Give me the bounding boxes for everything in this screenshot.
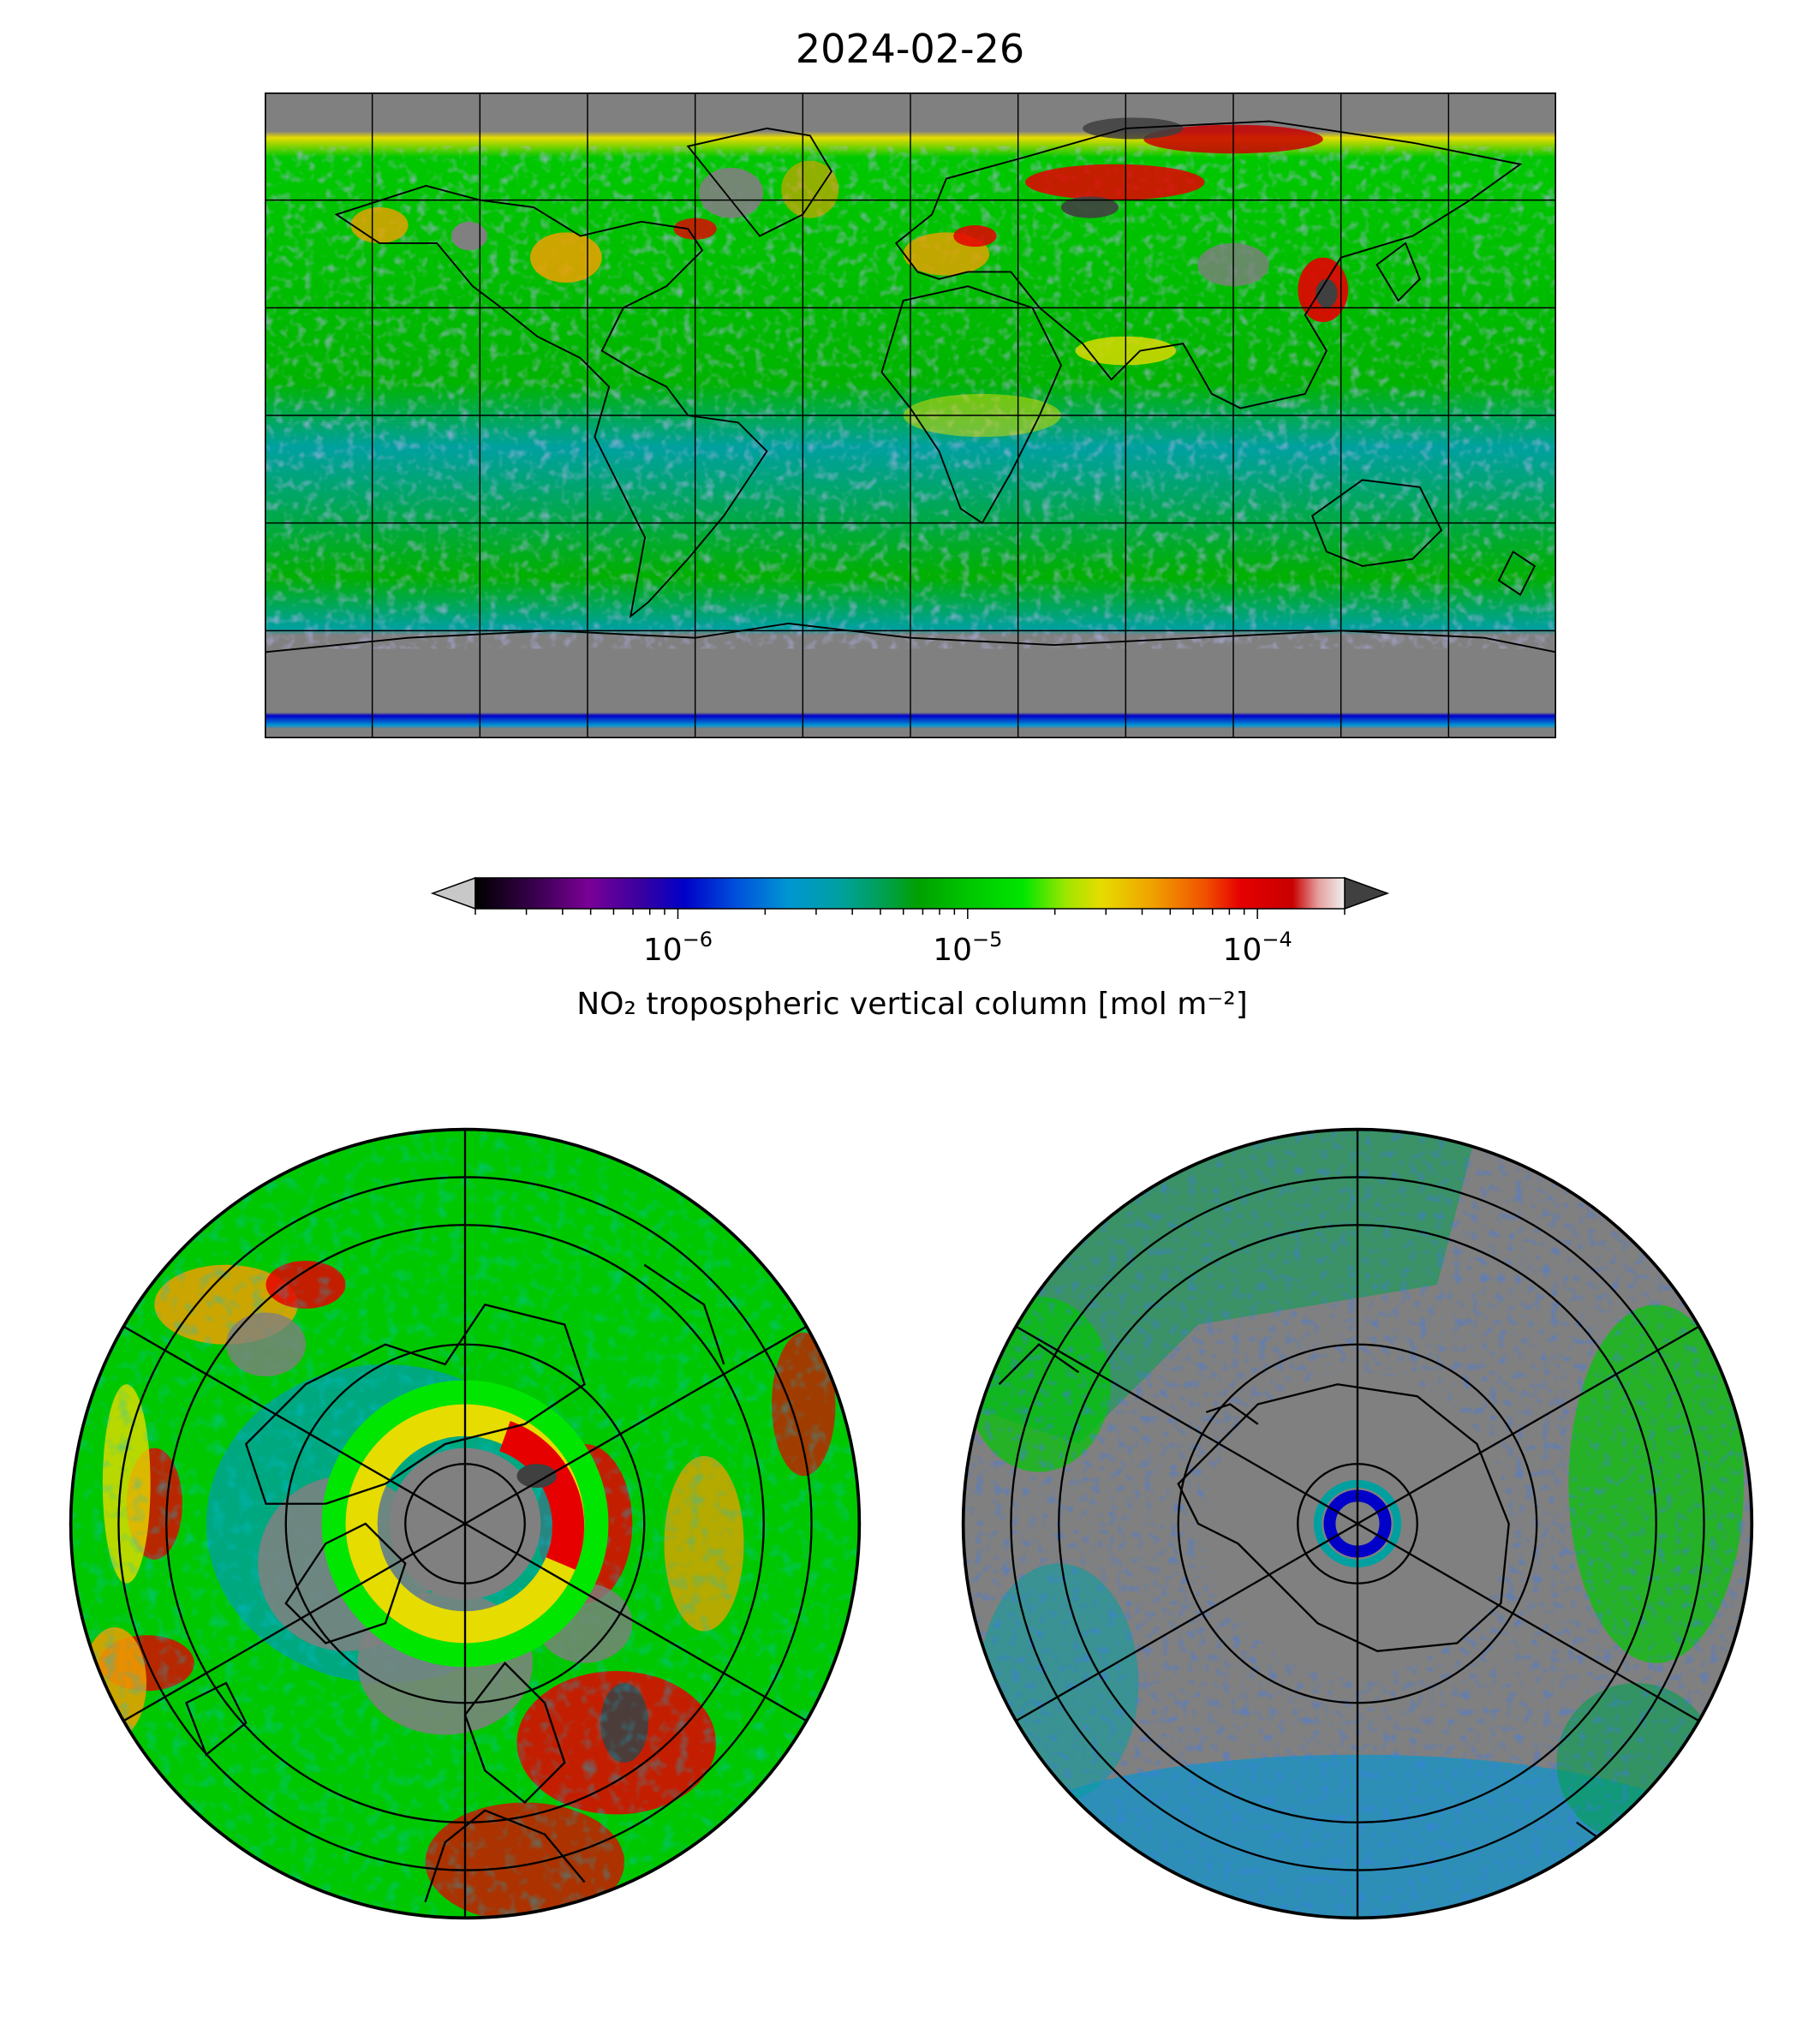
- south-polar-map: [961, 1127, 1754, 1920]
- colorbar-label: NO₂ tropospheric vertical column [mol m⁻…: [576, 987, 1248, 1022]
- south-gridlines: [1010, 1129, 1705, 1919]
- colorbar-tick-label: 10−6: [642, 928, 713, 968]
- north-polar-map: [69, 1127, 862, 1920]
- colorbar-over-arrow: [1344, 876, 1390, 910]
- colorbar-tick-label: 10−4: [1222, 928, 1292, 968]
- colorbar-under-arrow: [430, 876, 476, 910]
- gridlines: [265, 92, 1556, 738]
- colorbar: 10−6 10−5 10−4 NO₂ tropospheric vertical c…: [428, 869, 1396, 1032]
- figure-title: 2024-02-26: [795, 26, 1025, 72]
- world-map: [265, 92, 1556, 738]
- colorbar-tick-label: 10−5: [933, 928, 1003, 968]
- north-gridlines: [117, 1129, 813, 1919]
- colorbar-bar: [430, 876, 1390, 919]
